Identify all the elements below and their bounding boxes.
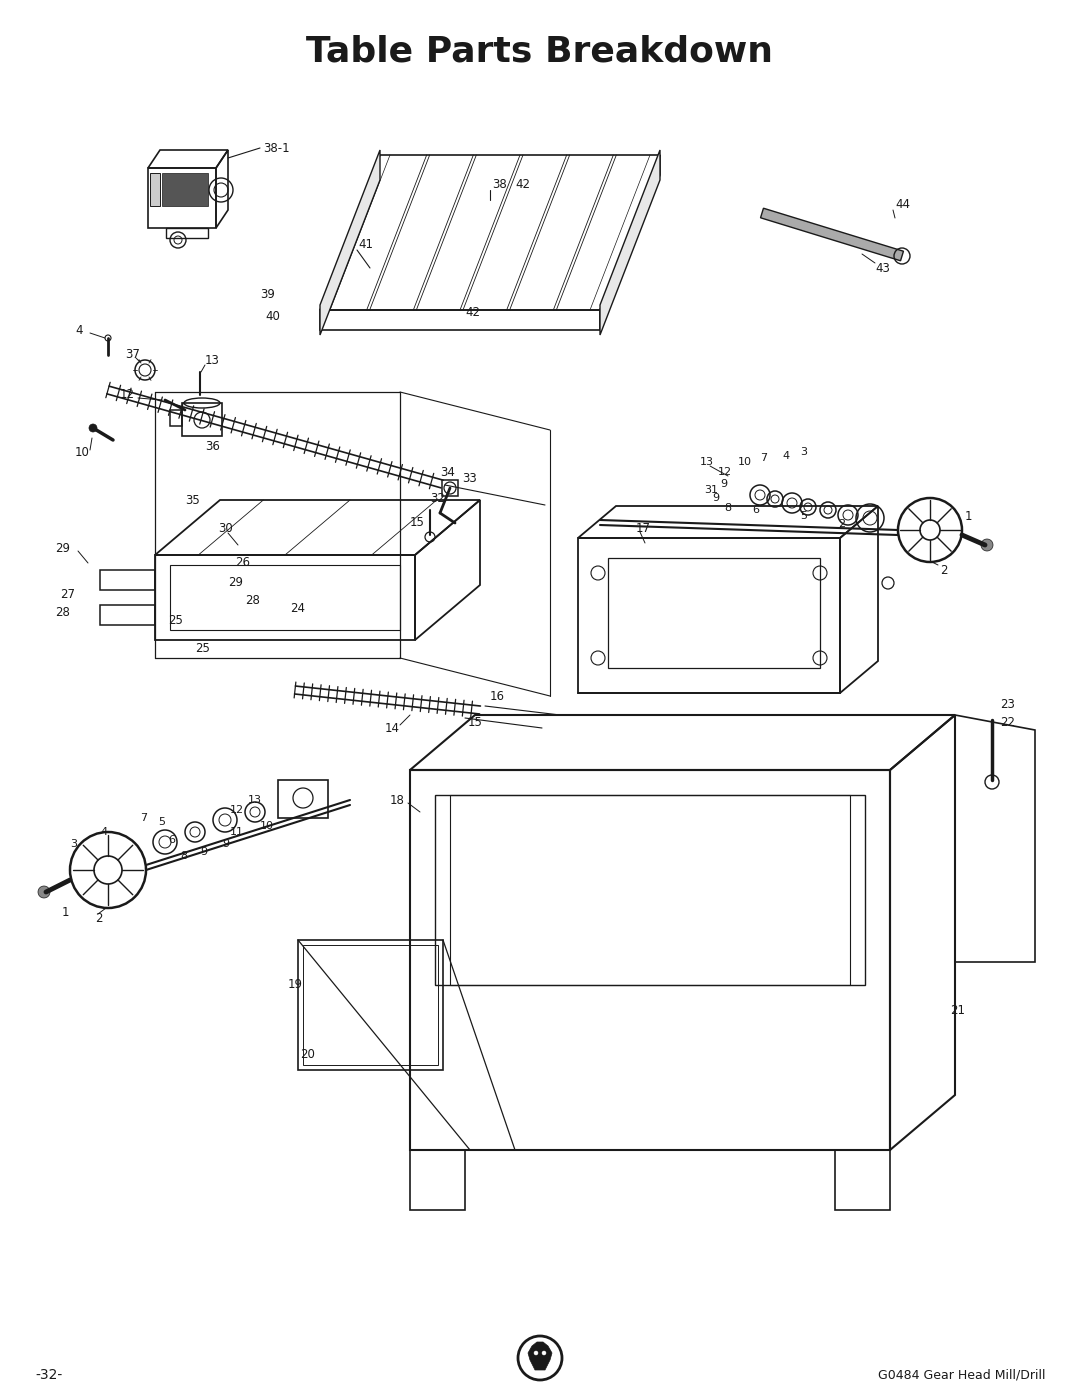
Text: 25: 25 bbox=[195, 641, 210, 655]
Text: 28: 28 bbox=[55, 605, 70, 619]
Text: 10: 10 bbox=[738, 457, 752, 467]
Circle shape bbox=[534, 1351, 538, 1355]
Text: 13: 13 bbox=[205, 353, 220, 366]
Text: 28: 28 bbox=[245, 594, 260, 606]
Text: 22: 22 bbox=[1000, 715, 1015, 728]
Text: 4: 4 bbox=[75, 324, 82, 337]
Text: 38-1: 38-1 bbox=[264, 141, 289, 155]
Text: 9: 9 bbox=[720, 479, 727, 489]
Text: -32-: -32- bbox=[35, 1368, 63, 1382]
Text: 13: 13 bbox=[248, 795, 262, 805]
Text: 41: 41 bbox=[357, 237, 373, 250]
Text: 3: 3 bbox=[800, 447, 807, 457]
Text: 3: 3 bbox=[70, 840, 77, 849]
Text: 12: 12 bbox=[718, 467, 732, 476]
Text: 20: 20 bbox=[300, 1049, 315, 1062]
Text: 12: 12 bbox=[230, 805, 244, 814]
Text: 39: 39 bbox=[260, 289, 275, 302]
Text: 8: 8 bbox=[724, 503, 731, 513]
Text: 43: 43 bbox=[875, 261, 890, 274]
Text: 14: 14 bbox=[384, 721, 400, 735]
Text: 16: 16 bbox=[490, 690, 505, 703]
Text: 9: 9 bbox=[712, 493, 719, 503]
Text: 6: 6 bbox=[752, 504, 759, 515]
Text: 29: 29 bbox=[55, 542, 70, 555]
Polygon shape bbox=[600, 149, 660, 335]
Text: 42: 42 bbox=[515, 179, 530, 191]
Text: 29: 29 bbox=[228, 576, 243, 588]
Text: 44: 44 bbox=[895, 197, 910, 211]
Text: 6: 6 bbox=[168, 835, 175, 845]
Text: 18: 18 bbox=[390, 793, 405, 806]
Text: G0484 Gear Head Mill/Drill: G0484 Gear Head Mill/Drill bbox=[877, 1369, 1045, 1382]
Text: 11: 11 bbox=[230, 827, 244, 837]
Polygon shape bbox=[162, 173, 208, 205]
Text: 4: 4 bbox=[100, 827, 107, 837]
Text: 40: 40 bbox=[265, 310, 280, 324]
Text: 5: 5 bbox=[158, 817, 165, 827]
Text: 7: 7 bbox=[760, 453, 767, 462]
Circle shape bbox=[542, 1351, 546, 1355]
Polygon shape bbox=[150, 173, 160, 205]
Circle shape bbox=[981, 539, 993, 550]
Text: 42: 42 bbox=[465, 306, 480, 319]
Text: 35: 35 bbox=[185, 493, 200, 507]
Polygon shape bbox=[320, 149, 380, 335]
Text: 24: 24 bbox=[291, 602, 305, 615]
Text: 26: 26 bbox=[235, 556, 249, 569]
Text: 2: 2 bbox=[95, 911, 103, 925]
Text: 4: 4 bbox=[782, 451, 789, 461]
Polygon shape bbox=[528, 1343, 552, 1370]
Text: 10: 10 bbox=[260, 821, 274, 831]
Text: 2: 2 bbox=[838, 520, 846, 529]
Text: 12: 12 bbox=[120, 388, 135, 401]
Text: 1: 1 bbox=[62, 905, 69, 918]
Text: 13: 13 bbox=[700, 457, 714, 467]
Text: 30: 30 bbox=[218, 521, 233, 535]
Circle shape bbox=[89, 425, 97, 432]
Text: 7: 7 bbox=[140, 813, 147, 823]
Text: 2: 2 bbox=[940, 563, 947, 577]
Text: 8: 8 bbox=[180, 851, 187, 861]
Text: 23: 23 bbox=[1000, 698, 1015, 711]
Text: 15: 15 bbox=[468, 715, 483, 728]
Text: Table Parts Breakdown: Table Parts Breakdown bbox=[307, 35, 773, 68]
Text: 15: 15 bbox=[410, 515, 424, 528]
Text: 21: 21 bbox=[950, 1003, 966, 1017]
Text: 1: 1 bbox=[966, 510, 972, 522]
Text: 17: 17 bbox=[636, 521, 651, 535]
Text: 36: 36 bbox=[205, 440, 220, 453]
Text: 38: 38 bbox=[492, 179, 507, 191]
Text: 34: 34 bbox=[440, 465, 455, 479]
Text: 31: 31 bbox=[704, 485, 718, 495]
Text: 9: 9 bbox=[200, 847, 207, 856]
Text: 5: 5 bbox=[800, 511, 807, 521]
Text: 32: 32 bbox=[430, 492, 445, 504]
Text: 33: 33 bbox=[462, 472, 476, 485]
Text: 19: 19 bbox=[288, 978, 303, 992]
Polygon shape bbox=[760, 208, 904, 261]
Text: 37: 37 bbox=[125, 348, 140, 362]
Text: 9: 9 bbox=[222, 840, 229, 849]
Text: 25: 25 bbox=[168, 613, 183, 626]
Circle shape bbox=[38, 886, 50, 898]
Text: 10: 10 bbox=[75, 446, 90, 458]
Text: 27: 27 bbox=[60, 588, 75, 602]
